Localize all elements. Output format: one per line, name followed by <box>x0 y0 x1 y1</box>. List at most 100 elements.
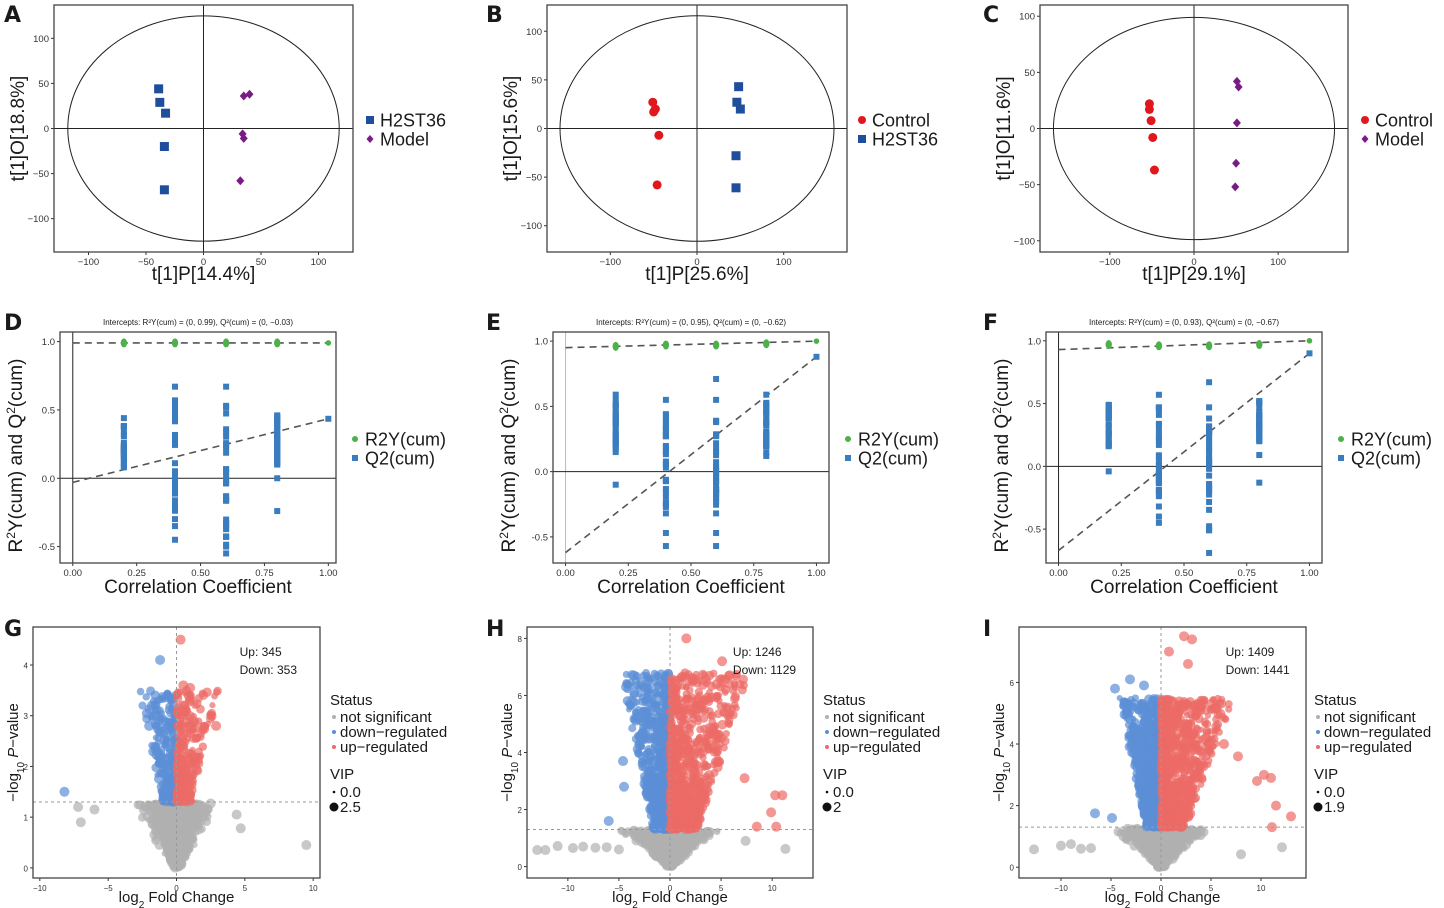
q2-point <box>172 516 178 523</box>
q2-point <box>612 396 619 403</box>
q2-point <box>1206 527 1213 534</box>
q2-point <box>612 416 619 423</box>
q2-point <box>662 543 669 550</box>
point-not-significant <box>662 845 671 854</box>
q2-point <box>1155 391 1162 398</box>
point-down-regulated <box>634 712 644 721</box>
point-down-regulated <box>655 799 664 808</box>
legend-label: Q2(cum) <box>858 449 928 469</box>
x-tick-label: 0 <box>201 257 206 268</box>
q2-point <box>1256 438 1263 445</box>
legend-key-circle <box>1361 116 1369 124</box>
q2-point <box>662 427 669 434</box>
x-tick-label: 0.25 <box>1112 568 1131 579</box>
point-down-regulated <box>629 687 640 698</box>
q2-point <box>612 410 619 417</box>
point-down-regulated <box>649 821 657 830</box>
point-up-regulated <box>178 783 187 792</box>
point-up-regulated <box>711 736 719 744</box>
q2-point <box>172 460 178 467</box>
point-not-significant <box>590 842 601 853</box>
point-not-significant <box>235 823 246 834</box>
legend-vip-key <box>329 802 339 812</box>
point-down-regulated <box>652 726 659 733</box>
y-tick-label: −100 <box>521 221 542 232</box>
legend-label: Q2(cum) <box>365 449 435 469</box>
q2-point <box>274 420 281 427</box>
point-up-regulated <box>176 796 186 807</box>
point-down-regulated <box>628 724 637 733</box>
q2-point <box>172 431 178 438</box>
confidence-ellipse <box>1052 16 1336 241</box>
point-down-regulated <box>165 752 175 763</box>
q2-point <box>662 424 669 431</box>
legend-key-diamond <box>1361 135 1369 143</box>
q2-point <box>612 445 619 452</box>
point-down-regulated <box>659 723 669 733</box>
x-tick-label: −100 <box>600 257 621 268</box>
x-tick-label: 5 <box>719 884 724 893</box>
q2-point <box>274 425 281 432</box>
point-up-regulated <box>676 715 687 726</box>
plot-area <box>60 332 336 563</box>
y-tick-label: 4 <box>24 662 29 671</box>
point-not-significant <box>184 850 191 857</box>
plot-frame <box>546 4 848 253</box>
y-tick-label: −100 <box>28 214 49 225</box>
q2-point <box>713 529 720 536</box>
q2-point <box>713 459 720 466</box>
legend-status-key <box>825 745 829 749</box>
y-tick-label: 2 <box>24 763 29 772</box>
q2-point <box>662 529 669 536</box>
point-not-significant <box>178 813 186 822</box>
plot-area <box>553 332 829 563</box>
point-h2st36 <box>731 151 741 161</box>
x-tick-label: 0.25 <box>619 568 638 579</box>
point-up-regulated <box>175 726 183 734</box>
point-not-significant <box>178 846 187 855</box>
point-up-regulated <box>680 787 688 795</box>
q2-point <box>223 533 230 540</box>
legend-label: R2Y(cum) <box>1351 430 1432 450</box>
point-up-regulated <box>678 709 686 717</box>
q2-point <box>223 520 230 527</box>
point-down-regulated <box>645 756 654 764</box>
point-not-significant <box>678 832 686 840</box>
q2-point <box>713 479 720 486</box>
q2-point <box>1206 415 1213 422</box>
x-tick-label: 0.75 <box>1237 568 1256 579</box>
point-up-regulated <box>687 799 697 809</box>
point-not-significant <box>176 853 186 863</box>
point-up-regulated <box>693 706 701 714</box>
q2-point <box>662 433 669 440</box>
q2-point <box>1105 415 1112 422</box>
y-tick-label: −50 <box>526 173 542 184</box>
q2-point <box>713 543 720 550</box>
point-down-regulated <box>639 735 647 743</box>
point-down-regulated <box>646 732 655 741</box>
point-up-regulated <box>771 821 782 832</box>
point-up-regulated <box>671 729 679 738</box>
q2-point <box>1206 404 1213 411</box>
q2-point <box>1155 441 1162 448</box>
point-not-significant <box>75 817 86 828</box>
point-down-regulated <box>643 719 652 728</box>
x-tick-label: 0 <box>694 257 699 268</box>
point-up-regulated <box>717 719 728 730</box>
q2-point <box>713 452 720 459</box>
q2-point <box>120 447 127 454</box>
q2-point <box>1105 401 1112 408</box>
q2-point <box>713 467 720 474</box>
point-up-regulated <box>188 764 198 774</box>
point-up-regulated <box>173 752 183 761</box>
q2-point <box>1105 408 1112 415</box>
point-up-regulated <box>665 788 676 799</box>
legend-status-label: down−regulated <box>340 724 447 741</box>
point-up-regulated <box>777 790 788 801</box>
point-up-regulated <box>679 798 687 806</box>
y-tick-label: 50 <box>1024 68 1035 79</box>
q2-point <box>172 502 178 509</box>
point-up-regulated <box>206 711 215 720</box>
legend-status-key <box>825 715 829 719</box>
r2y-point <box>763 339 770 349</box>
